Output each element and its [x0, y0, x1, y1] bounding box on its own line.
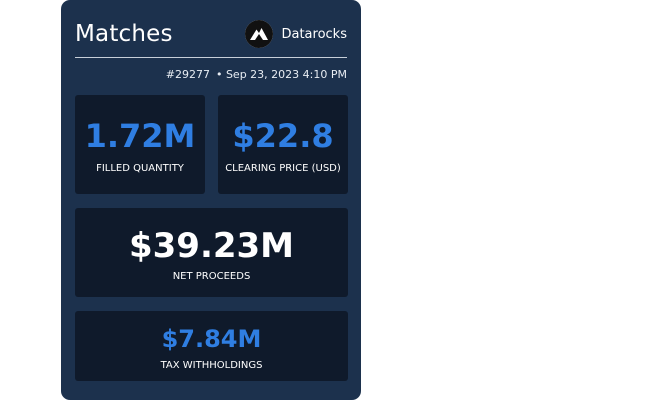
- tax-withholdings-tile: $7.84M TAX WITHHOLDINGS: [75, 311, 348, 381]
- card-title: Matches: [75, 21, 173, 47]
- net-proceeds-label: NET PROCEEDS: [172, 271, 251, 282]
- mountain-icon: [245, 20, 274, 48]
- filled-quantity-tile: 1.72M FILLED QUANTITY: [75, 95, 205, 194]
- match-timestamp: • Sep 23, 2023 4:10 PM: [215, 68, 347, 81]
- header-divider: [75, 57, 347, 58]
- clearing-price-tile: $22.8 CLEARING PRICE (USD): [218, 95, 348, 194]
- brand: Datarocks: [245, 20, 347, 48]
- net-proceeds-tile: $39.23M NET PROCEEDS: [75, 208, 348, 297]
- tax-withholdings-label: TAX WITHHOLDINGS: [160, 360, 263, 371]
- match-id: #29277: [165, 68, 210, 81]
- brand-name: Datarocks: [281, 26, 347, 42]
- net-proceeds-value: $39.23M: [128, 226, 295, 266]
- filled-quantity-label: FILLED QUANTITY: [96, 163, 184, 174]
- filled-quantity-value: 1.72M: [84, 117, 196, 155]
- tax-withholdings-value: $7.84M: [161, 325, 262, 353]
- card-header: Matches Datarocks: [75, 14, 347, 54]
- clearing-price-label: CLEARING PRICE (USD): [225, 163, 341, 174]
- clearing-price-value: $22.8: [232, 117, 334, 155]
- match-meta: #29277 • Sep 23, 2023 4:10 PM: [166, 68, 347, 81]
- matches-card: Matches Datarocks #29277 • Sep 23, 2023 …: [61, 0, 361, 400]
